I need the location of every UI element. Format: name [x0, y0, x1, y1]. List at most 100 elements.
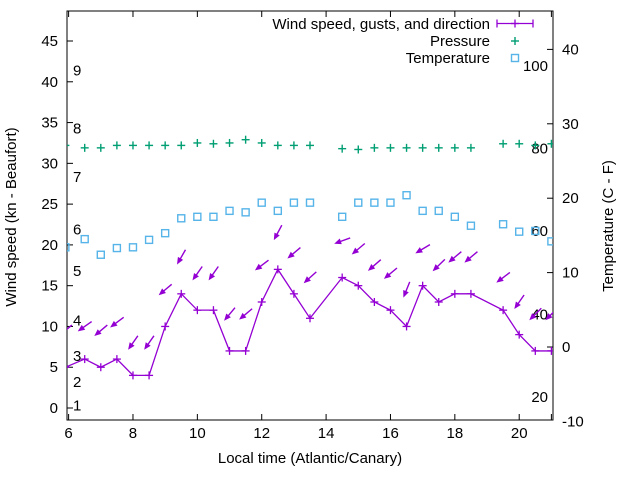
y-left-tick-label: 20	[41, 237, 58, 254]
gust-arrow-shaft	[67, 324, 73, 331]
y-left-tick-label: 10	[41, 318, 58, 335]
gust-arrow-shaft	[97, 324, 108, 334]
temperature-point	[515, 227, 524, 236]
beaufort-scale-label: 1	[73, 398, 81, 415]
gust-arrow-head	[158, 288, 166, 296]
x-tick-label: 16	[382, 425, 399, 442]
gust-arrow-head	[432, 264, 440, 272]
temperature-point	[337, 212, 347, 222]
temperature-point	[257, 198, 266, 207]
gust-arrow-head	[529, 313, 537, 321]
gust-arrow-head	[77, 324, 86, 332]
beaufort-scale-label: 7	[73, 169, 81, 186]
gust-arrow-shaft	[387, 267, 398, 277]
gust-arrow-head	[59, 329, 66, 336]
y-right-tick-label: 0	[562, 339, 570, 356]
beaufort-scale-label: 8	[73, 120, 81, 137]
y-left-tick-label: 5	[50, 359, 58, 376]
x-axis-label: Local time (Atlantic/Canary)	[218, 450, 402, 467]
gust-arrow-head	[208, 272, 216, 281]
gust-arrow-head	[254, 263, 263, 271]
temperature-point	[498, 220, 508, 229]
y-right-tick-label: 40	[562, 41, 579, 58]
temperature-point	[67, 243, 70, 252]
gust-arrow-head	[128, 342, 135, 350]
gust-arrow-head	[303, 276, 311, 284]
legend-label-pressure: Pressure	[430, 33, 490, 50]
temperature-point	[305, 198, 315, 207]
wind-speed-line	[67, 268, 552, 377]
gust-arrow-head	[239, 312, 247, 320]
beaufort-scale-label: 2	[73, 374, 81, 391]
y-right-tick-label: 20	[562, 190, 579, 207]
temperature-point	[112, 243, 122, 253]
temperature-point	[193, 212, 202, 222]
temperature-point	[273, 206, 283, 216]
temperature-point	[160, 228, 170, 238]
y-left-tick-label: 25	[41, 196, 58, 213]
gust-arrow-shaft	[338, 237, 351, 243]
gust-arrow-head	[334, 238, 342, 245]
y-left-tick-label: 45	[41, 33, 58, 50]
y-left-tick-label: 35	[41, 115, 58, 132]
temperature-point	[80, 234, 89, 244]
y-left-axis-label: Wind speed (kn - Beaufort)	[3, 127, 20, 306]
x-tick-label: 14	[318, 425, 335, 442]
legend-label-wind: Wind speed, gusts, and direction	[272, 16, 490, 33]
gust-arrow-head	[514, 301, 521, 309]
y-left-tick-label: 30	[41, 155, 58, 172]
legend-marker-pressure-plus	[511, 37, 519, 45]
beaufort-scale-label: 6	[73, 221, 81, 238]
gust-arrow-head	[545, 313, 553, 321]
temperature-point	[128, 243, 138, 252]
temperature-point	[96, 250, 105, 259]
gust-arrow-shaft	[178, 249, 187, 261]
gust-arrow-head	[403, 290, 409, 298]
gust-arrow-shaft	[242, 308, 253, 318]
gust-arrow-head	[351, 247, 360, 255]
temperature-point	[370, 198, 379, 207]
beaufort-scale-label: 3	[73, 348, 81, 365]
gust-arrow-shaft	[435, 258, 446, 269]
gust-arrow-head	[415, 247, 423, 254]
temperature-point	[434, 206, 443, 216]
gust-arrow-head	[192, 272, 199, 281]
temperature-point	[531, 226, 540, 236]
gust-arrow-head	[224, 313, 231, 321]
x-tick-label: 6	[64, 425, 72, 442]
gust-arrow-head	[110, 320, 118, 328]
x-tick-label: 18	[446, 425, 463, 442]
fahrenheit-scale-label: 100	[523, 58, 548, 75]
gust-arrow-head	[383, 272, 392, 279]
gust-arrow-head	[464, 255, 472, 263]
gust-arrow-head	[448, 255, 456, 263]
beaufort-scale-label: 9	[73, 62, 81, 79]
axis-tick-labels: 6 8 10 12 14 16 18 20051015202530354045-1001020…	[41, 33, 583, 442]
temperature-point	[225, 206, 234, 216]
x-tick-label: 20	[511, 425, 528, 442]
fahrenheit-scale-label: 60	[531, 223, 548, 240]
legend: Wind speed, gusts, and direction Pressur…	[272, 16, 534, 67]
gust-arrow-head	[94, 329, 102, 336]
x-tick-label: 12	[253, 425, 270, 442]
gust-arrow-head	[287, 251, 295, 259]
inner-scale-labels: 1 2 3 4 5 6 7 8 9 20 40 60 80 100	[73, 58, 548, 415]
fahrenheit-scale-label: 40	[531, 306, 548, 323]
gust-arrow-shaft	[355, 242, 366, 252]
legend-temperature-square	[510, 53, 520, 63]
beaufort-scale-label: 5	[73, 263, 81, 280]
y-right-tick-label: 10	[562, 265, 579, 282]
y-left-tick-label: 15	[41, 278, 58, 295]
y-right-tick-label: 30	[562, 116, 579, 133]
temperature-point	[450, 212, 460, 222]
temperature-point	[177, 214, 186, 223]
x-tick-label: 10	[189, 425, 206, 442]
gust-arrow-head	[177, 256, 184, 265]
legend-marker-temperature-square	[510, 53, 520, 63]
fahrenheit-scale-label: 80	[531, 140, 548, 157]
legend-marker-wind-sample	[496, 19, 534, 28]
gust-arrow-shaft	[548, 311, 553, 318]
gust-arrow-head	[367, 264, 376, 271]
